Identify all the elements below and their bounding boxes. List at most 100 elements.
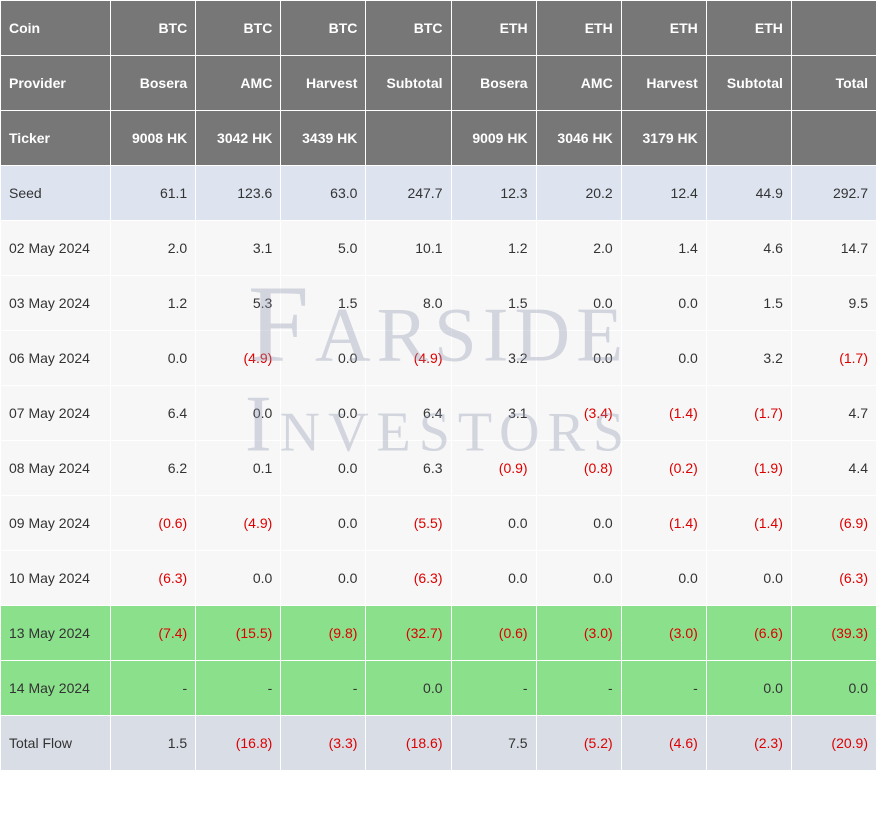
- table-container: Coin BTC BTC BTC BTC ETH ETH ETH ETH Pro…: [0, 0, 877, 771]
- table-cell: (5.5): [366, 496, 451, 551]
- table-cell: 12.4: [621, 166, 706, 221]
- table-cell: -: [536, 661, 621, 716]
- table-cell: (4.9): [366, 331, 451, 386]
- table-cell: -: [451, 661, 536, 716]
- table-cell: 20.2: [536, 166, 621, 221]
- table-head: Coin BTC BTC BTC BTC ETH ETH ETH ETH Pro…: [1, 1, 877, 166]
- coin-header: ETH: [621, 1, 706, 56]
- table-row: 10 May 2024(6.3)0.00.0(6.3)0.00.00.00.0(…: [1, 551, 877, 606]
- table-row: 07 May 20246.40.00.06.43.1(3.4)(1.4)(1.7…: [1, 386, 877, 441]
- table-cell: (3.3): [281, 716, 366, 771]
- ticker-header: 3439 HK: [281, 111, 366, 166]
- table-cell: (5.2): [536, 716, 621, 771]
- table-cell: (39.3): [791, 606, 876, 661]
- coin-header: BTC: [111, 1, 196, 56]
- coin-header: BTC: [366, 1, 451, 56]
- table-row: 03 May 20241.25.31.58.01.50.00.01.59.5: [1, 276, 877, 331]
- provider-header: Subtotal: [366, 56, 451, 111]
- row-label: 08 May 2024: [1, 441, 111, 496]
- table-cell: 292.7: [791, 166, 876, 221]
- table-cell: (1.9): [706, 441, 791, 496]
- table-cell: 1.5: [281, 276, 366, 331]
- row-label: 14 May 2024: [1, 661, 111, 716]
- table-body: Seed61.1123.663.0247.712.320.212.444.929…: [1, 166, 877, 771]
- table-cell: 2.0: [536, 221, 621, 276]
- table-cell: 3.1: [451, 386, 536, 441]
- table-cell: (0.8): [536, 441, 621, 496]
- table-row: 14 May 2024---0.0---0.00.0: [1, 661, 877, 716]
- table-cell: 3.2: [451, 331, 536, 386]
- table-cell: (3.0): [621, 606, 706, 661]
- table-cell: 6.4: [111, 386, 196, 441]
- table-row: Seed61.1123.663.0247.712.320.212.444.929…: [1, 166, 877, 221]
- provider-header: Bosera: [111, 56, 196, 111]
- table-cell: 0.0: [451, 551, 536, 606]
- row-label: 13 May 2024: [1, 606, 111, 661]
- table-cell: 0.0: [196, 551, 281, 606]
- ticker-header: 9009 HK: [451, 111, 536, 166]
- header-row-ticker: Ticker 9008 HK 3042 HK 3439 HK 9009 HK 3…: [1, 111, 877, 166]
- table-cell: (6.6): [706, 606, 791, 661]
- table-cell: 1.4: [621, 221, 706, 276]
- table-cell: (4.6): [621, 716, 706, 771]
- table-cell: (16.8): [196, 716, 281, 771]
- table-row: 13 May 2024(7.4)(15.5)(9.8)(32.7)(0.6)(3…: [1, 606, 877, 661]
- table-cell: (7.4): [111, 606, 196, 661]
- table-cell: 5.0: [281, 221, 366, 276]
- header-row-coin: Coin BTC BTC BTC BTC ETH ETH ETH ETH: [1, 1, 877, 56]
- ticker-header: [366, 111, 451, 166]
- table-cell: 0.0: [536, 551, 621, 606]
- table-cell: (3.4): [536, 386, 621, 441]
- table-cell: 1.5: [706, 276, 791, 331]
- table-cell: (1.4): [621, 496, 706, 551]
- ticker-header: 3046 HK: [536, 111, 621, 166]
- table-cell: (3.0): [536, 606, 621, 661]
- table-cell: (0.6): [451, 606, 536, 661]
- table-cell: 0.0: [706, 551, 791, 606]
- coin-header: ETH: [536, 1, 621, 56]
- table-cell: 247.7: [366, 166, 451, 221]
- table-cell: -: [621, 661, 706, 716]
- table-cell: 9.5: [791, 276, 876, 331]
- table-cell: (2.3): [706, 716, 791, 771]
- table-cell: 0.0: [621, 276, 706, 331]
- ticker-header: [706, 111, 791, 166]
- flow-table: Coin BTC BTC BTC BTC ETH ETH ETH ETH Pro…: [0, 0, 877, 771]
- table-row: 08 May 20246.20.10.06.3(0.9)(0.8)(0.2)(1…: [1, 441, 877, 496]
- table-cell: 0.0: [536, 331, 621, 386]
- ticker-header: 9008 HK: [111, 111, 196, 166]
- table-cell: 3.1: [196, 221, 281, 276]
- row-label: 02 May 2024: [1, 221, 111, 276]
- table-cell: 4.4: [791, 441, 876, 496]
- table-cell: 0.0: [791, 661, 876, 716]
- row-label: 06 May 2024: [1, 331, 111, 386]
- table-cell: 0.0: [281, 331, 366, 386]
- table-row: 09 May 2024(0.6)(4.9)0.0(5.5)0.00.0(1.4)…: [1, 496, 877, 551]
- table-cell: 44.9: [706, 166, 791, 221]
- table-cell: (6.3): [366, 551, 451, 606]
- table-cell: (4.9): [196, 331, 281, 386]
- table-cell: (6.3): [111, 551, 196, 606]
- ticker-header: [791, 111, 876, 166]
- provider-header: Bosera: [451, 56, 536, 111]
- table-cell: (1.7): [706, 386, 791, 441]
- table-cell: (32.7): [366, 606, 451, 661]
- table-cell: (18.6): [366, 716, 451, 771]
- table-cell: 123.6: [196, 166, 281, 221]
- table-cell: 0.0: [621, 551, 706, 606]
- table-cell: (0.9): [451, 441, 536, 496]
- table-cell: 6.3: [366, 441, 451, 496]
- table-cell: (1.4): [621, 386, 706, 441]
- table-cell: 0.0: [706, 661, 791, 716]
- table-cell: (15.5): [196, 606, 281, 661]
- coin-header: BTC: [281, 1, 366, 56]
- table-cell: 6.2: [111, 441, 196, 496]
- table-cell: -: [196, 661, 281, 716]
- ticker-header: 3179 HK: [621, 111, 706, 166]
- table-cell: 0.0: [281, 386, 366, 441]
- row-label: 07 May 2024: [1, 386, 111, 441]
- table-cell: 0.0: [536, 276, 621, 331]
- row-label: 03 May 2024: [1, 276, 111, 331]
- table-row: Total Flow1.5(16.8)(3.3)(18.6)7.5(5.2)(4…: [1, 716, 877, 771]
- table-cell: 2.0: [111, 221, 196, 276]
